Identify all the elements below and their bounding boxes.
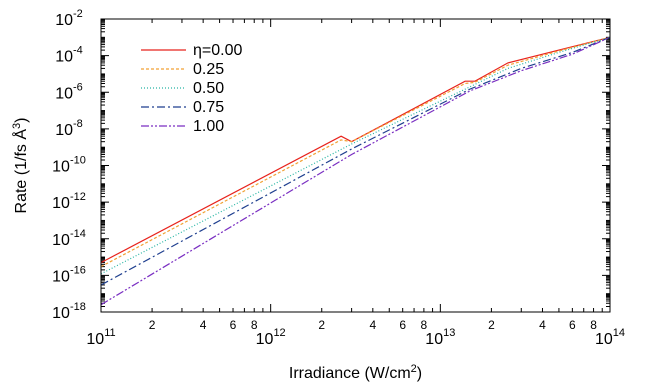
- x-minor-tick-label: 6: [230, 318, 237, 332]
- x-minor-tick-label: 2: [488, 318, 495, 332]
- x-tick-label: 1014: [595, 327, 625, 348]
- plot-frame: [100, 18, 611, 313]
- x-minor-tick-label: 2: [318, 318, 325, 332]
- x-minor-tick-label: 8: [421, 318, 428, 332]
- legend-label-1: 0.25: [193, 61, 224, 78]
- x-minor-tick-label: 4: [539, 318, 546, 332]
- x-tick-label: 1013: [425, 327, 455, 348]
- y-tick-label: 10-10: [52, 155, 86, 176]
- y-tick-label: 10-4: [55, 45, 83, 66]
- legend-label-4: 1.00: [193, 118, 224, 135]
- series-line-4: [100, 36, 611, 306]
- y-tick-label: 10-6: [55, 81, 83, 102]
- legend-label-0: η=0.00: [193, 42, 242, 59]
- y-tick-label: 10-2: [55, 8, 83, 29]
- x-minor-tick-label: 2: [149, 318, 156, 332]
- y-tick-label: 10-18: [52, 301, 86, 322]
- x-axis-title: Irradiance (W/cm2): [289, 363, 422, 382]
- x-minor-tick-label: 6: [569, 318, 576, 332]
- y-tick-label: 10-12: [52, 191, 86, 212]
- y-tick-label: 10-8: [55, 118, 83, 139]
- series-line-2: [100, 36, 611, 275]
- legend: η=0.00 0.25 0.50 0.75 1.00: [141, 42, 242, 135]
- y-axis-title: Rate (1/fs Å3): [11, 118, 30, 214]
- y-tick-label: 10-14: [52, 228, 86, 249]
- series-line-0: [100, 36, 611, 264]
- series-line-1: [100, 36, 611, 268]
- x-minor-tick-label: 6: [399, 318, 406, 332]
- legend-label-3: 0.75: [193, 99, 224, 116]
- tick-marks: [100, 19, 610, 313]
- x-minor-tick-label: 8: [590, 318, 597, 332]
- series-line-3: [100, 36, 611, 286]
- series-lines: [100, 36, 611, 306]
- y-tick-label: 10-16: [52, 264, 86, 285]
- x-minor-tick-label: 8: [251, 318, 258, 332]
- legend-label-2: 0.50: [193, 80, 224, 97]
- x-tick-label: 1011: [86, 327, 115, 348]
- x-tick-label: 1012: [256, 327, 286, 348]
- x-minor-tick-label: 4: [200, 318, 207, 332]
- x-minor-tick-label: 4: [369, 318, 376, 332]
